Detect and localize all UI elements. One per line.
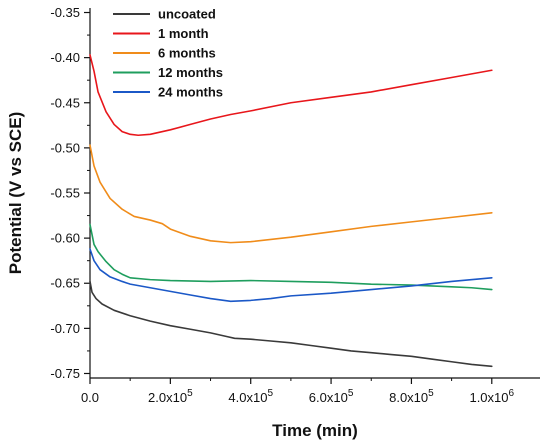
y-tick-label: -0.45 (50, 95, 80, 110)
x-tick-label: 4.0x105 (228, 388, 273, 405)
legend: uncoated 1 month 6 months 12 months 24 month… (113, 7, 223, 100)
legend-label-12-months: 12 months (158, 65, 223, 80)
x-axis: 0.0 2.0x105 4.0x105 6.0x105 8.0x105 1.0x106 (81, 378, 515, 405)
y-tick-label: -0.35 (50, 5, 80, 20)
series-line-24-months (89, 248, 493, 303)
x-tick-label: 8.0x105 (389, 388, 434, 405)
x-tick-label: 0.0 (81, 390, 99, 405)
y-axis-title: Potential (V vs SCE) (6, 112, 25, 274)
legend-label-uncoated: uncoated (158, 7, 216, 22)
x-tick-label: 1.0x106 (469, 388, 514, 405)
x-tick-label: 6.0x105 (309, 388, 354, 405)
y-axis: -0.35 -0.40 -0.45 -0.50 -0.55 -0.60 -0.65 -0.70… (50, 5, 90, 381)
y-tick-label: -0.55 (50, 186, 80, 201)
y-tick-label: -0.50 (50, 140, 80, 155)
legend-label-24-months: 24 months (158, 85, 223, 100)
series-line-6-months (89, 144, 493, 244)
legend-label-6-months: 6 months (158, 46, 216, 61)
x-tick-label: 2.0x105 (148, 388, 193, 405)
y-tick-label: -0.60 (50, 231, 80, 246)
series-layer (89, 54, 493, 368)
y-tick-label: -0.40 (50, 50, 80, 65)
series-line-1-month (89, 54, 493, 137)
series-line-12-months (89, 223, 493, 291)
y-tick-label: -0.70 (50, 321, 80, 336)
y-tick-label: -0.65 (50, 276, 80, 291)
x-axis-title: Time (min) (272, 421, 358, 440)
y-tick-label: -0.75 (50, 366, 80, 381)
series-line-uncoated (89, 280, 493, 368)
legend-label-1-month: 1 month (158, 26, 209, 41)
